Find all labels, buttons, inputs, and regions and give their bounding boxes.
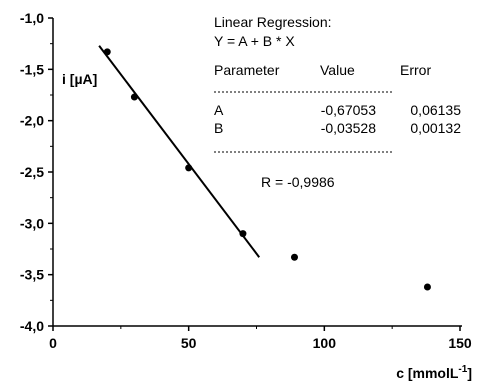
x-tick-label: 150 xyxy=(448,335,472,351)
fit-group xyxy=(98,45,261,258)
y-axis-label: i [µA] xyxy=(62,71,97,87)
data-point xyxy=(290,253,298,261)
points-group xyxy=(103,48,431,291)
regression-box: Linear Regression: Y = A + B * X Paramet… xyxy=(214,14,461,190)
row-a-param: A xyxy=(214,102,224,118)
row-b-error: 0,00132 xyxy=(410,120,461,136)
header-value: Value xyxy=(320,62,355,78)
r-value: R = -0,9986 xyxy=(261,174,335,190)
y-tick-label: -1,0 xyxy=(20,10,44,26)
y-tick-label: -2,0 xyxy=(20,113,44,129)
data-point xyxy=(423,283,431,291)
y-tick-label: -2,5 xyxy=(20,164,44,180)
row-a-value: -0,67053 xyxy=(321,102,376,118)
data-point xyxy=(130,93,138,101)
header-error: Error xyxy=(400,62,431,78)
row-b-param: B xyxy=(214,120,223,136)
row-a-error: 0,06135 xyxy=(410,102,461,118)
regression-title: Linear Regression: xyxy=(214,14,332,30)
data-point xyxy=(239,230,247,238)
x-axis-label: c [mmolL-1] xyxy=(396,364,472,381)
y-tick-label: -3,0 xyxy=(20,215,44,231)
x-tick-label: 0 xyxy=(49,335,57,351)
x-ticks: 0 50 100 150 xyxy=(49,326,472,351)
data-point xyxy=(185,164,193,172)
y-tick-label: -4,0 xyxy=(20,318,44,334)
data-point xyxy=(103,48,111,56)
header-parameter: Parameter xyxy=(214,62,280,78)
y-ticks: -1,0 -1,5 -2,0 -2,5 -3,0 -3,5 -4,0 xyxy=(20,10,53,334)
x-tick-label: 50 xyxy=(181,335,197,351)
row-b-value: -0,03528 xyxy=(321,120,376,136)
x-tick-label: 100 xyxy=(313,335,337,351)
regression-equation: Y = A + B * X xyxy=(214,33,295,49)
fit-line xyxy=(98,45,261,258)
y-tick-label: -3,5 xyxy=(20,267,44,283)
y-tick-label: -1,5 xyxy=(20,61,44,77)
